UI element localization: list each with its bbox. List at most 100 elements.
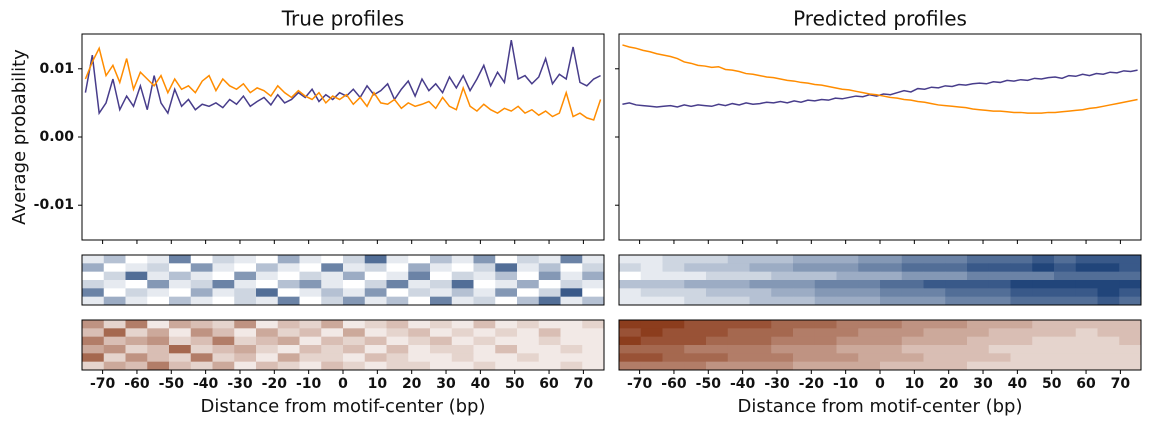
- heatmap-cell: [749, 271, 772, 281]
- heatmap-cell: [923, 353, 946, 363]
- heatmap-cell: [364, 336, 387, 346]
- heatmap-cell: [619, 288, 642, 298]
- heatmap-cell: [277, 280, 300, 289]
- heatmap-cell: [277, 263, 300, 273]
- heatmap-cell: [858, 271, 881, 281]
- heatmap-cell: [988, 288, 1011, 298]
- heatmap-cell: [169, 353, 192, 363]
- heatmap-cell: [495, 280, 518, 289]
- heatmap-cell: [103, 255, 126, 264]
- heatmap-cell: [408, 271, 431, 281]
- heatmap-cell: [364, 328, 387, 338]
- heatmap-cell: [212, 320, 235, 329]
- x-tick-label: -60: [661, 376, 687, 392]
- heatmap-cell: [727, 263, 750, 273]
- heatmap-cell: [495, 255, 518, 264]
- heatmap-cell: [1054, 296, 1077, 306]
- heatmap-cell: [538, 263, 561, 273]
- heatmap-cell: [82, 345, 105, 354]
- heatmap-cell: [836, 255, 859, 264]
- heatmap-cell: [517, 296, 540, 306]
- heatmap-cell: [684, 336, 707, 346]
- heatmap-cell: [560, 328, 583, 338]
- heatmap-cell: [836, 263, 859, 273]
- heatmap-cell: [212, 336, 235, 346]
- x-tick-label: 60: [1076, 376, 1096, 392]
- heatmap-cell: [147, 296, 170, 306]
- heatmap-cell: [1119, 296, 1142, 306]
- heatmap-cell: [125, 280, 148, 289]
- heatmap-cell: [684, 271, 707, 281]
- heatmap-cell: [771, 296, 794, 306]
- heatmap-cell: [727, 336, 750, 346]
- heatmap-cell: [582, 263, 605, 273]
- heatmap-cell: [277, 296, 300, 306]
- heatmap-cell: [1032, 280, 1055, 289]
- heatmap-cell: [582, 255, 605, 264]
- heatmap-cell: [619, 361, 642, 371]
- heatmap-cell: [1032, 353, 1055, 363]
- heatmap-cell: [125, 328, 148, 338]
- y-tick-label: 0.00: [39, 129, 74, 145]
- heatmap-cell: [945, 288, 968, 298]
- heatmap-cell: [277, 271, 300, 281]
- heatmap-cell: [234, 361, 257, 371]
- heatmap-cell: [582, 320, 605, 329]
- x-tick-label: -10: [296, 376, 322, 392]
- heatmap-cell: [103, 288, 126, 298]
- heatmap-cell: [82, 320, 105, 329]
- heatmap-cell: [684, 263, 707, 273]
- heatmap-cell: [814, 320, 837, 329]
- heatmap-cell: [727, 280, 750, 289]
- heatmap-cell: [190, 263, 213, 273]
- heatmap-cell: [299, 255, 322, 264]
- x-tick-label: 20: [939, 376, 959, 392]
- heatmap-cell: [103, 361, 126, 371]
- heatmap-cell: [430, 320, 453, 329]
- panel-title: Predicted profiles: [793, 7, 967, 31]
- heatmap-cell: [473, 345, 496, 354]
- heatmap-cell: [727, 320, 750, 329]
- heatmap-cell: [538, 361, 561, 371]
- heatmap-cell: [793, 288, 816, 298]
- heatmap-cell: [517, 345, 540, 354]
- heatmap-cell: [451, 361, 474, 371]
- heatmap-cell: [662, 263, 685, 273]
- x-tick-label: -70: [90, 376, 116, 392]
- heatmap-cell: [321, 353, 344, 363]
- heatmap-cell: [1075, 280, 1098, 289]
- x-tick-label: -50: [696, 376, 722, 392]
- heatmap-cell: [967, 263, 990, 273]
- heatmap-cell: [967, 328, 990, 338]
- heatmap-cell: [706, 280, 729, 289]
- heatmap-cell: [1010, 353, 1033, 363]
- heatmap-cell: [473, 320, 496, 329]
- heatmap-cell: [517, 263, 540, 273]
- heatmap-cell: [793, 296, 816, 306]
- heatmap-cell: [749, 296, 772, 306]
- heatmap-cell: [706, 320, 729, 329]
- heatmap-cell: [662, 353, 685, 363]
- heatmap-cell: [749, 353, 772, 363]
- heatmap-cell: [560, 288, 583, 298]
- heatmap-cell: [299, 345, 322, 354]
- heatmap-cell: [582, 328, 605, 338]
- heatmap-cell: [560, 271, 583, 281]
- heatmap-cell: [1097, 345, 1120, 354]
- heatmap-cell: [1054, 255, 1077, 264]
- heatmap-cell: [1032, 320, 1055, 329]
- x-tick-label: 70: [1111, 376, 1131, 392]
- heatmap-cell: [836, 361, 859, 371]
- heatmap-cell: [901, 280, 924, 289]
- heatmap-cell: [727, 296, 750, 306]
- heatmap-cell: [1032, 328, 1055, 338]
- heatmap-cell: [1075, 263, 1098, 273]
- heatmap-cell: [901, 271, 924, 281]
- heatmap-cell: [234, 320, 257, 329]
- heatmap-cell: [386, 328, 409, 338]
- heatmap-cell: [364, 296, 387, 306]
- heatmap-cell: [1032, 361, 1055, 371]
- heatmap-cell: [1119, 320, 1142, 329]
- x-tick-label: -50: [159, 376, 185, 392]
- heatmap-cell: [256, 320, 279, 329]
